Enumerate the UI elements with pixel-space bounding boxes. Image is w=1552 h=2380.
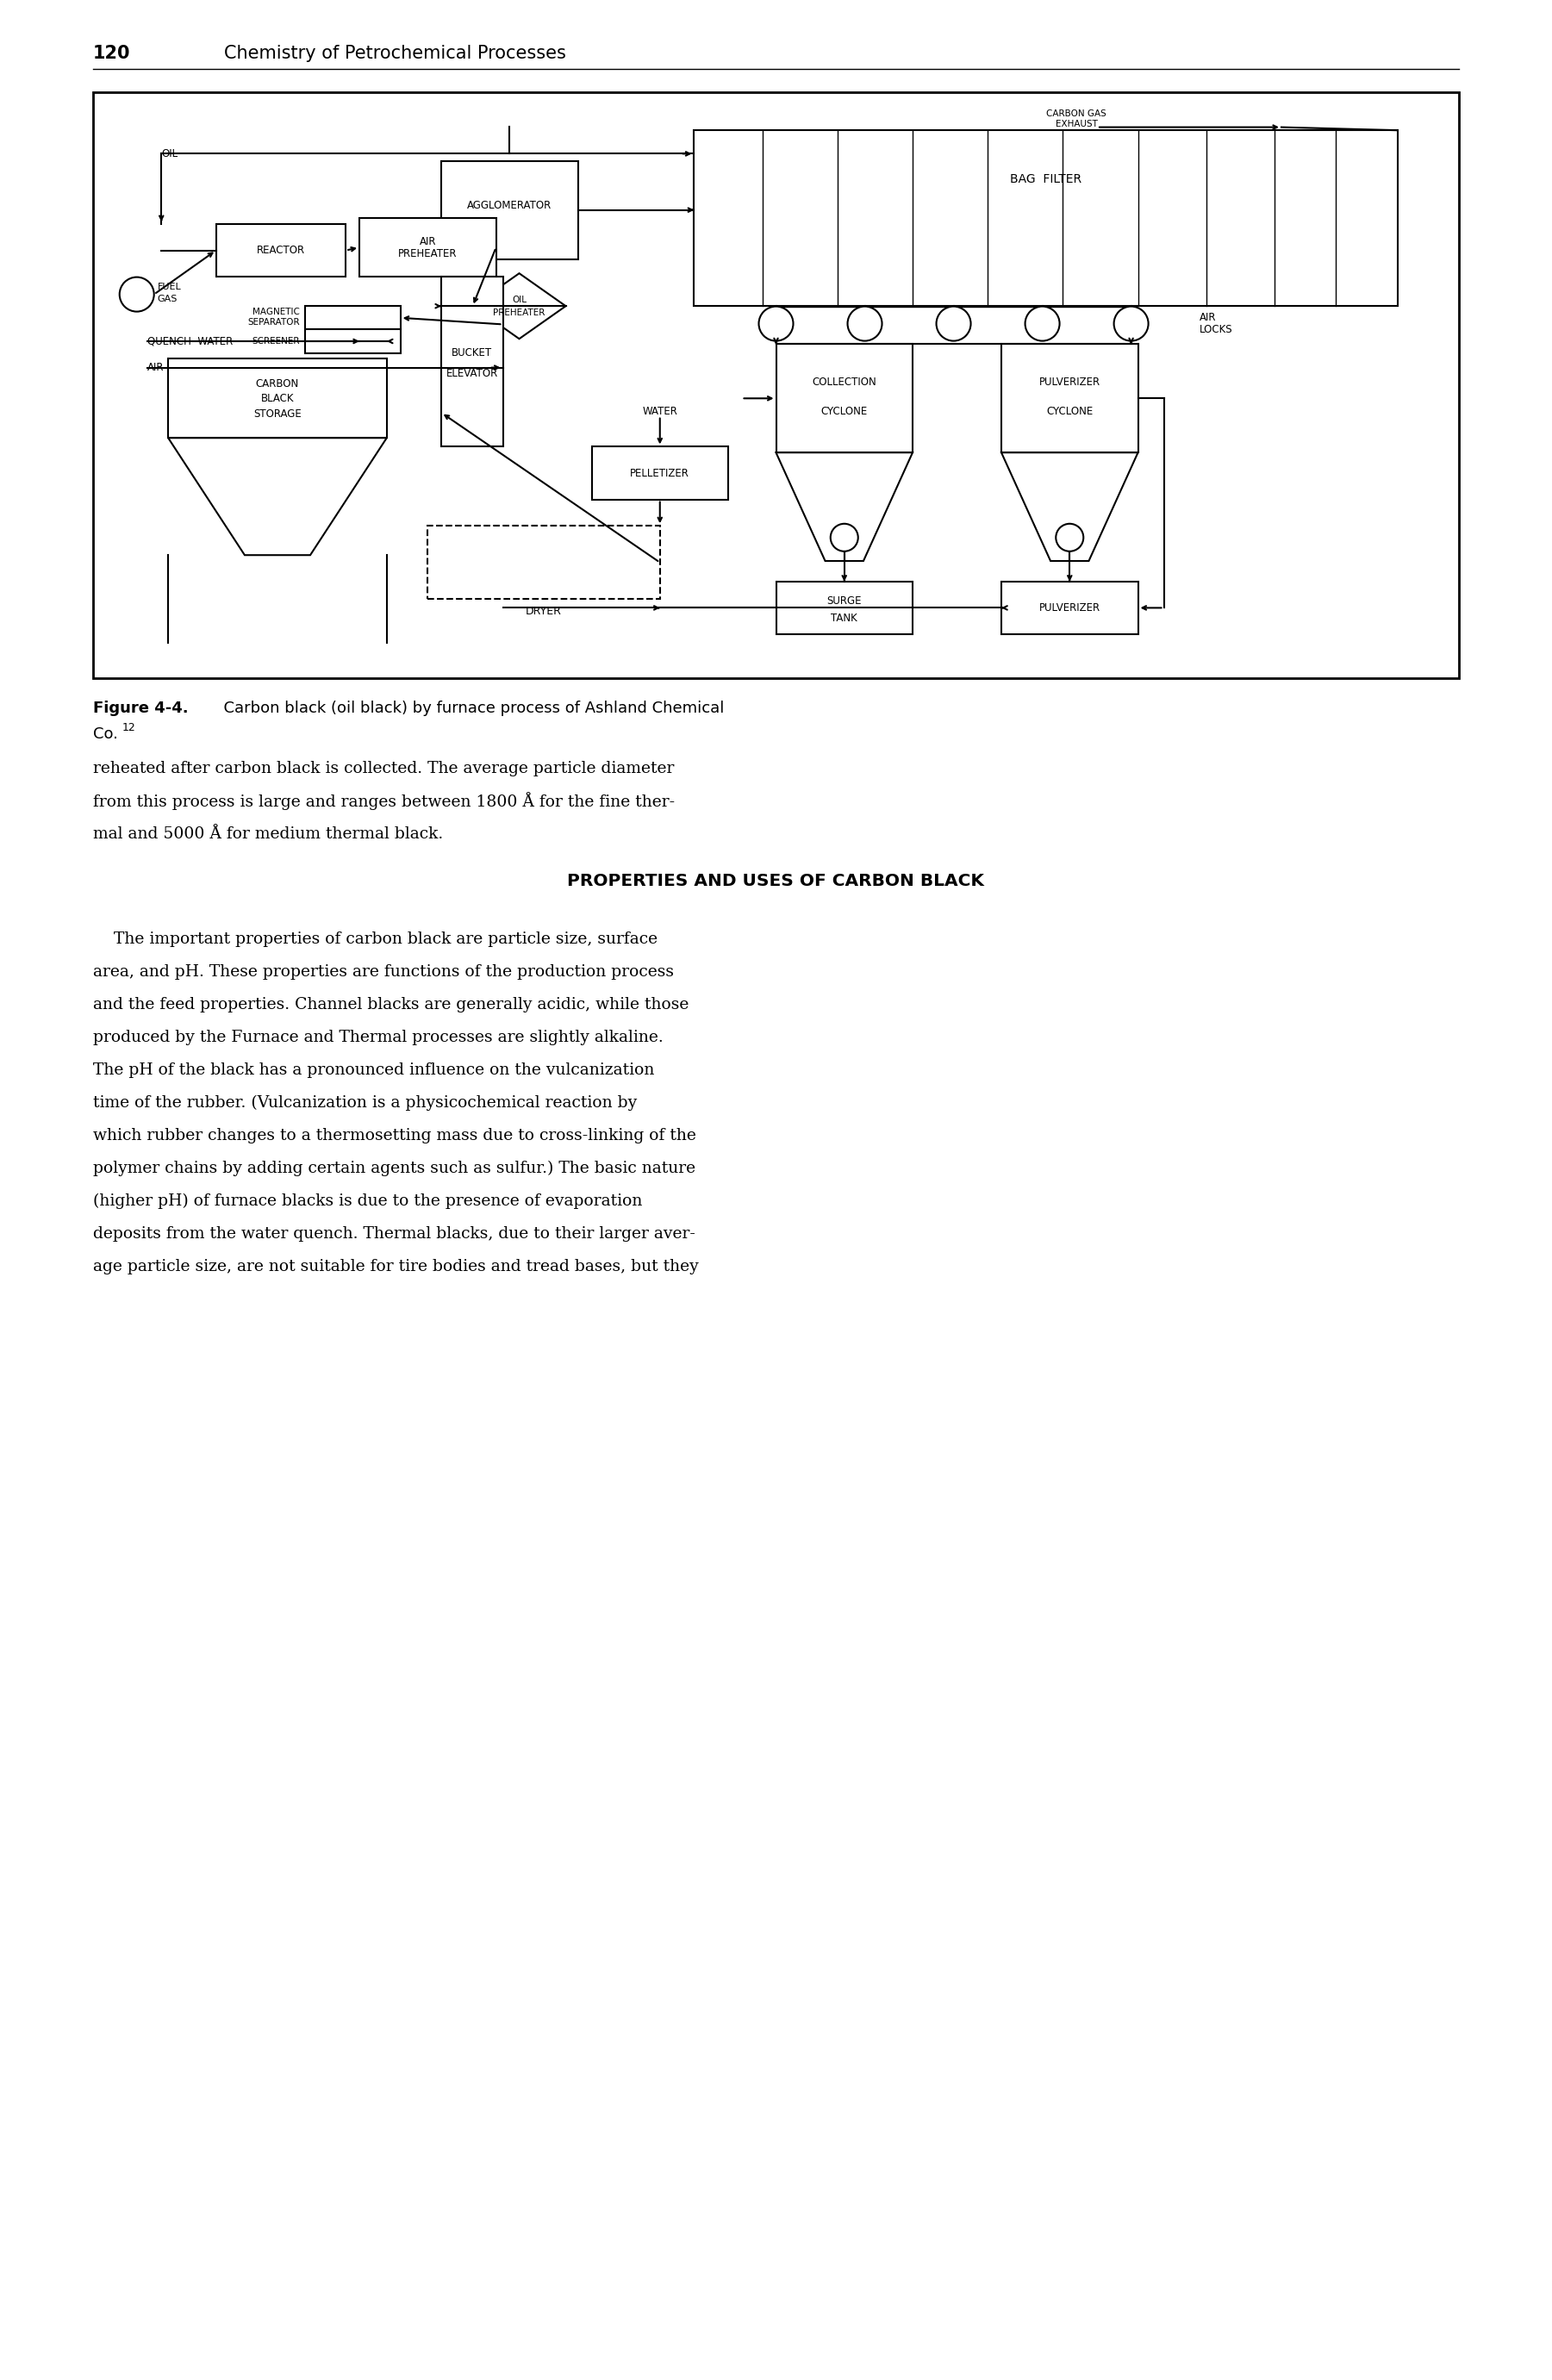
Text: GAS: GAS [157, 295, 177, 302]
Bar [304, 307, 400, 328]
Text: CARBON GAS: CARBON GAS [1046, 109, 1107, 117]
Text: PROPERTIES AND USES OF CARBON BLACK: PROPERTIES AND USES OF CARBON BLACK [566, 873, 984, 888]
Text: REACTOR: REACTOR [256, 245, 306, 257]
Text: BAG  FILTER: BAG FILTER [1010, 174, 1082, 186]
Text: AIR: AIR [1200, 312, 1217, 324]
Text: PREHEATER: PREHEATER [494, 309, 545, 317]
Text: EXHAUST: EXHAUST [1055, 119, 1097, 129]
Bar [441, 276, 503, 447]
Circle shape [830, 524, 858, 552]
Bar [694, 131, 1397, 307]
Text: The important properties of carbon black are particle size, surface: The important properties of carbon black… [93, 931, 658, 947]
Text: Co.: Co. [93, 726, 118, 743]
Text: ELEVATOR: ELEVATOR [445, 369, 498, 378]
Circle shape [936, 307, 972, 340]
Text: SURGE: SURGE [827, 595, 861, 607]
Bar [304, 328, 400, 352]
Text: AIR: AIR [419, 236, 436, 248]
Circle shape [120, 276, 154, 312]
Text: CYCLONE: CYCLONE [1046, 405, 1093, 416]
Bar [591, 447, 728, 500]
Text: OIL: OIL [512, 295, 526, 305]
Text: BLACK: BLACK [261, 393, 293, 405]
Text: AGGLOMERATOR: AGGLOMERATOR [467, 200, 553, 212]
Text: deposits from the water quench. Thermal blacks, due to their larger aver-: deposits from the water quench. Thermal … [93, 1226, 695, 1242]
Bar [1001, 345, 1138, 452]
Text: OIL: OIL [161, 148, 178, 159]
Text: produced by the Furnace and Thermal processes are slightly alkaline.: produced by the Furnace and Thermal proc… [93, 1031, 663, 1045]
Text: CARBON: CARBON [256, 378, 300, 390]
Text: PELLETIZER: PELLETIZER [630, 466, 689, 478]
Text: 120: 120 [93, 45, 130, 62]
Text: area, and pH. These properties are functions of the production process: area, and pH. These properties are funct… [93, 964, 674, 981]
Polygon shape [1001, 452, 1138, 562]
Bar [93, 93, 1459, 678]
Text: BUCKET: BUCKET [452, 347, 492, 359]
Text: mal and 5000 Å for medium thermal black.: mal and 5000 Å for medium thermal black. [93, 826, 444, 843]
Text: Figure 4-4.: Figure 4-4. [93, 700, 188, 716]
Bar [441, 162, 577, 259]
Text: polymer chains by adding certain agents such as sulfur.) The basic nature: polymer chains by adding certain agents … [93, 1161, 695, 1176]
Circle shape [759, 307, 793, 340]
Polygon shape [776, 452, 913, 562]
Text: CYCLONE: CYCLONE [821, 405, 868, 416]
Circle shape [1026, 307, 1060, 340]
Bar [428, 526, 660, 600]
Text: PULVERIZER: PULVERIZER [1038, 602, 1100, 614]
Text: The pH of the black has a pronounced influence on the vulcanization: The pH of the black has a pronounced inf… [93, 1061, 655, 1078]
Text: AIR: AIR [147, 362, 165, 374]
Text: Chemistry of Petrochemical Processes: Chemistry of Petrochemical Processes [223, 45, 566, 62]
Text: WATER: WATER [643, 407, 678, 416]
Text: SCREENER: SCREENER [251, 338, 300, 345]
Bar [1001, 581, 1138, 633]
Text: 12: 12 [123, 721, 137, 733]
Text: PREHEATER: PREHEATER [399, 248, 458, 259]
Text: which rubber changes to a thermosetting mass due to cross-linking of the: which rubber changes to a thermosetting … [93, 1128, 697, 1142]
Bar [776, 345, 913, 452]
Text: Carbon black (oil black) by furnace process of Ashland Chemical: Carbon black (oil black) by furnace proc… [214, 700, 725, 716]
Circle shape [847, 307, 882, 340]
Circle shape [1055, 524, 1083, 552]
Circle shape [1114, 307, 1148, 340]
Text: COLLECTION: COLLECTION [812, 376, 877, 388]
Text: LOCKS: LOCKS [1200, 324, 1232, 336]
Text: (higher pH) of furnace blacks is due to the presence of evaporation: (higher pH) of furnace blacks is due to … [93, 1192, 643, 1209]
Text: FUEL: FUEL [157, 283, 182, 290]
Bar [168, 359, 386, 438]
Bar [216, 224, 346, 276]
Text: and the feed properties. Channel blacks are generally acidic, while those: and the feed properties. Channel blacks … [93, 997, 689, 1012]
Bar [776, 581, 913, 633]
Text: from this process is large and ranges between 1800 Å for the fine ther-: from this process is large and ranges be… [93, 793, 675, 812]
Text: time of the rubber. (Vulcanization is a physicochemical reaction by: time of the rubber. (Vulcanization is a … [93, 1095, 636, 1111]
Text: reheated after carbon black is collected. The average particle diameter: reheated after carbon black is collected… [93, 762, 674, 776]
Text: TANK: TANK [830, 612, 858, 624]
Polygon shape [473, 274, 566, 338]
Text: MAGNETIC: MAGNETIC [253, 307, 300, 317]
Text: STORAGE: STORAGE [253, 409, 301, 419]
Text: QUENCH  WATER: QUENCH WATER [147, 336, 233, 347]
Text: DRYER: DRYER [526, 605, 562, 616]
Bar [360, 219, 497, 276]
Polygon shape [168, 438, 386, 555]
Text: PULVERIZER: PULVERIZER [1038, 376, 1100, 388]
Text: SEPARATOR: SEPARATOR [247, 319, 300, 326]
Text: age particle size, are not suitable for tire bodies and tread bases, but they: age particle size, are not suitable for … [93, 1259, 698, 1273]
